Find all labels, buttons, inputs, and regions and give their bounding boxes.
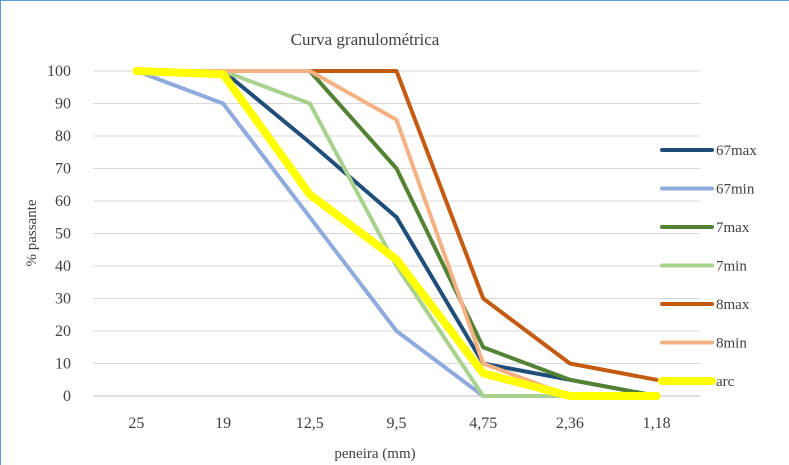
x-axis-label: peneira (mm) — [334, 446, 415, 462]
y-tick-label: 20 — [55, 323, 71, 340]
x-tick-label: 1,18 — [643, 415, 671, 432]
series-line-arc — [132, 67, 661, 400]
y-tick-label: 40 — [55, 258, 71, 275]
y-tick-label: 30 — [55, 291, 71, 308]
legend-label-7max: 7max — [716, 220, 750, 236]
x-tick-label: 2,36 — [556, 415, 584, 432]
y-tick-label: 60 — [55, 193, 71, 210]
y-tick-label: 80 — [55, 128, 71, 145]
y-tick-label: 50 — [55, 226, 71, 243]
legend: 67max 67min 7max 7min 8max 8min arc — [658, 143, 757, 390]
legend-label-67max: 67max — [716, 143, 757, 159]
x-tick-label: 4,75 — [469, 415, 497, 432]
legend-label-arc: arc — [716, 374, 735, 390]
x-tick-label: 9,5 — [387, 415, 407, 432]
y-tick-label: 100 — [47, 63, 71, 80]
x-tick-label: 19 — [215, 415, 231, 432]
chart-title: Curva granulométrica — [291, 30, 440, 49]
y-tick-label: 0 — [63, 388, 71, 405]
series-lines — [132, 67, 661, 400]
y-tick-label: 10 — [55, 356, 71, 373]
y-tick-label: 70 — [55, 161, 71, 178]
x-tick-labels: 25 19 12,5 9,5 4,75 2,36 1,18 — [128, 415, 670, 432]
legend-label-67min: 67min — [716, 182, 755, 198]
legend-label-8min: 8min — [716, 336, 747, 352]
legend-label-7min: 7min — [716, 259, 747, 275]
y-tick-label: 90 — [55, 96, 71, 113]
x-tick-label: 25 — [128, 415, 144, 432]
x-tick-label: 12,5 — [296, 415, 324, 432]
legend-label-8max: 8max — [716, 297, 750, 313]
y-axis-label: % passante — [24, 199, 40, 266]
y-tick-labels: 0 10 20 30 40 50 60 70 80 90 100 — [47, 63, 71, 405]
